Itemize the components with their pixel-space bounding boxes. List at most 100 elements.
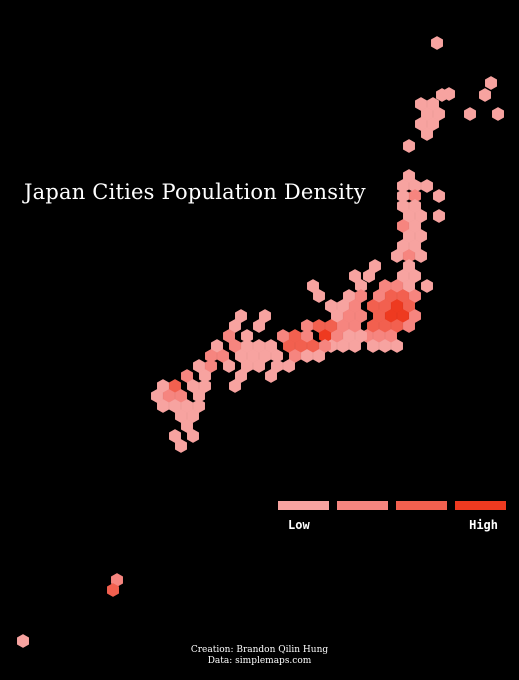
hex-cell-low <box>199 369 211 383</box>
hex-cell-low <box>409 199 421 213</box>
hex-cell-medium-low <box>301 319 313 333</box>
hex-cell-low <box>403 169 415 183</box>
hex-cell-low <box>492 107 504 121</box>
hex-cell-low <box>229 379 241 393</box>
hex-cell-low <box>253 319 265 333</box>
hex-cell-low <box>337 299 349 313</box>
hex-cell-medium-high <box>107 583 119 597</box>
hex-cell-low <box>181 399 193 413</box>
hex-cell-low <box>313 349 325 363</box>
hex-cell-low <box>17 634 29 648</box>
hex-cell-medium-high <box>397 289 409 303</box>
hex-cell-low <box>355 329 367 343</box>
hex-cell-medium-low <box>205 359 217 373</box>
hex-cell-low <box>363 269 375 283</box>
hex-cell-low <box>235 369 247 383</box>
hex-cell-low <box>181 419 193 433</box>
hex-cell-low <box>391 249 403 263</box>
hex-cell-low <box>223 359 235 373</box>
hex-cell-medium-low <box>277 329 289 343</box>
hex-cell-medium-high <box>169 379 181 393</box>
hex-cell-medium-low <box>229 339 241 353</box>
hex-cell-low <box>325 299 337 313</box>
hex-cell-low <box>259 349 271 363</box>
hex-cell-low <box>397 189 409 203</box>
legend: Low High <box>278 501 506 541</box>
hex-cell-medium-low <box>181 369 193 383</box>
hex-cell-low <box>421 179 433 193</box>
hex-cell-low <box>397 199 409 213</box>
hex-cell-low <box>349 269 361 283</box>
hex-cell-low <box>403 259 415 273</box>
legend-swatch-high <box>455 501 506 510</box>
hex-cell-low <box>157 399 169 413</box>
hex-cell-low <box>415 117 427 131</box>
hex-cell-low <box>464 107 476 121</box>
hex-cell-low <box>187 429 199 443</box>
legend-low-label: Low <box>288 518 310 532</box>
hex-cell-low <box>397 179 409 193</box>
hex-cell-medium-high <box>313 319 325 333</box>
legend-swatch-medium-high <box>396 501 447 510</box>
hex-cell-low <box>283 359 295 373</box>
hex-cell-low <box>409 239 421 253</box>
hex-cell-low <box>421 279 433 293</box>
hex-cell-low <box>427 117 439 131</box>
hex-cell-high <box>397 309 409 323</box>
hex-cell-medium-high <box>373 309 385 323</box>
hex-cell-low <box>403 229 415 243</box>
hex-cell-medium-low <box>409 289 421 303</box>
hex-cell-medium-high <box>295 339 307 353</box>
hex-cell-low <box>433 209 445 223</box>
hex-cell-medium-low <box>349 299 361 313</box>
hex-cell-low <box>265 369 277 383</box>
hex-cell-low <box>409 219 421 233</box>
hex-cell-low <box>415 209 427 223</box>
hex-cell-medium-high <box>283 339 295 353</box>
hex-cell-medium-low <box>409 309 421 323</box>
hex-cell-low <box>391 339 403 353</box>
hex-cell-medium-high <box>379 319 391 333</box>
hex-cell-low <box>157 379 169 393</box>
hex-cell-medium-low <box>337 319 349 333</box>
hex-cell-low <box>151 389 163 403</box>
hex-cell-medium-high <box>289 329 301 343</box>
hex-cell-low <box>271 359 283 373</box>
hex-cell-low <box>343 289 355 303</box>
hex-cell-low <box>175 439 187 453</box>
hex-cell-low <box>415 249 427 263</box>
credits: Creation: Brandon Qilin Hung Data: simpl… <box>0 645 519 667</box>
hex-cell-medium-low <box>301 329 313 343</box>
hex-cell-medium-low <box>175 389 187 403</box>
hex-cell-low <box>253 359 265 373</box>
hex-cell-low <box>265 339 277 353</box>
hex-cell-medium-low <box>217 349 229 363</box>
hex-cell-low <box>403 279 415 293</box>
hex-cell-low <box>211 339 223 353</box>
hex-cell-medium-high <box>379 299 391 313</box>
hex-cell-medium-low <box>205 349 217 363</box>
hex-cell-medium-low <box>385 329 397 343</box>
hex-cell-medium-high <box>325 319 337 333</box>
hex-cell-medium-low <box>409 189 421 203</box>
hex-cell-low <box>479 88 491 102</box>
hex-cell-low <box>403 139 415 153</box>
hex-cell-low <box>241 339 253 353</box>
hex-cell-medium-low <box>379 279 391 293</box>
hex-cell-low <box>241 329 253 343</box>
hex-cell-low <box>193 389 205 403</box>
hex-cell-low <box>397 269 409 283</box>
hex-cell-low <box>229 319 241 333</box>
hex-cell-medium-high <box>367 319 379 333</box>
hex-cell-low <box>379 339 391 353</box>
hex-cell-low <box>301 349 313 363</box>
hex-cell-low <box>271 349 283 363</box>
map-title: Japan Cities Population Density <box>24 180 366 204</box>
hex-cell-low <box>415 97 427 111</box>
hex-cell-low <box>427 97 439 111</box>
hex-cell-low <box>443 87 455 101</box>
hex-cell-low <box>369 259 381 273</box>
hex-cell-low <box>409 179 421 193</box>
